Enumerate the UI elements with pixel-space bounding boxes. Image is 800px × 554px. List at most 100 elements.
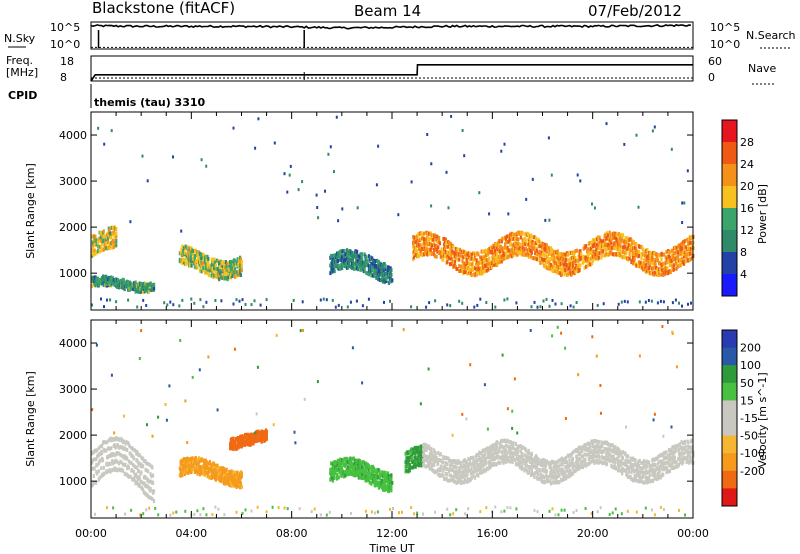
near-range-cell [301, 300, 304, 304]
scatter-cell [390, 484, 393, 489]
scatter-cell [229, 480, 232, 485]
scatter-cell [588, 241, 591, 246]
scatter-cell [626, 454, 630, 459]
scatter-cell [493, 244, 496, 249]
scatter-cell [129, 474, 132, 479]
scatter-cell [458, 460, 461, 465]
scatter-cell [414, 455, 417, 460]
scatter-cell [496, 452, 499, 456]
scatter-cell [571, 456, 574, 461]
scatter-cell [411, 456, 414, 461]
scatter-cell [553, 264, 556, 269]
sparse-cell [361, 381, 364, 385]
scatter-cell [686, 237, 689, 242]
scatter-cell [443, 476, 446, 481]
scatter-cell [329, 477, 332, 482]
scatter-cell [237, 483, 240, 488]
scatter-cell [636, 473, 639, 478]
scatter-cell [458, 247, 462, 252]
scatter-cell [667, 469, 670, 474]
scatter-cell [179, 469, 182, 474]
near-range-cell [139, 513, 142, 517]
scatter-cell [480, 265, 483, 270]
scatter-cell [444, 471, 447, 476]
scatter-cell [195, 258, 198, 263]
scatter-cell [502, 236, 505, 241]
scatter-cell [499, 255, 503, 260]
near-range-cell [349, 300, 352, 304]
scatter-cell [213, 273, 216, 278]
scatter-cell [521, 231, 524, 236]
scatter-cell [227, 472, 230, 477]
scatter-cell [412, 255, 416, 260]
scatter-cell [452, 464, 455, 469]
scatter-cell [204, 266, 207, 271]
near-range-cell [241, 511, 244, 515]
scatter-cell [127, 459, 130, 464]
scatter-cell [127, 465, 130, 470]
near-range-cell [572, 305, 575, 309]
scatter-cell [668, 452, 671, 457]
scatter-cell [612, 458, 615, 463]
scatter-cell [151, 496, 154, 501]
scatter-cell [361, 465, 364, 469]
near-range-cell [154, 506, 157, 510]
scatter-cell [606, 236, 609, 241]
scatter-cell [591, 258, 594, 263]
scatter-cell [550, 253, 554, 258]
scatter-cell [238, 257, 241, 262]
scatter-cell [190, 263, 193, 268]
scatter-cell [456, 247, 459, 252]
scatter-cell [555, 460, 558, 465]
sparse-cell [168, 384, 171, 388]
scatter-cell [672, 257, 675, 262]
scatter-cell [632, 239, 635, 244]
sparse-cell [205, 164, 208, 168]
scatter-cell [147, 289, 151, 294]
near-range-cell [202, 507, 205, 511]
scatter-cell [545, 475, 548, 480]
scatter-cell [370, 481, 373, 486]
sparse-cell [681, 201, 684, 205]
scatter-cell [638, 264, 641, 268]
scatter-cell [102, 465, 105, 470]
scatter-cell [356, 472, 359, 477]
scatter-cell [444, 237, 447, 242]
scatter-cell [365, 255, 368, 260]
sparse-cell [288, 173, 291, 177]
time-tick-label: 00:00 [75, 527, 107, 540]
scatter-cell [486, 258, 489, 263]
scatter-cell [534, 256, 537, 261]
scatter-cell [527, 242, 530, 247]
sparse-cell [637, 205, 640, 209]
scatter-cell [331, 478, 334, 483]
scatter-cell [363, 252, 366, 257]
scatter-cell [382, 485, 385, 490]
near-range-cell [172, 511, 175, 515]
scatter-cell [179, 459, 182, 464]
scatter-cell [683, 239, 686, 244]
scatter-cell [461, 480, 464, 485]
scatter-cell [350, 464, 353, 469]
scatter-cell [428, 237, 431, 242]
scatter-cell [638, 479, 641, 484]
scatter-cell [635, 242, 638, 247]
scatter-cell [405, 456, 408, 461]
sparse-cell [671, 330, 674, 334]
sparse-cell [351, 346, 354, 350]
near-range-cell [422, 512, 425, 516]
scatter-cell [235, 480, 238, 485]
scatter-cell [205, 460, 208, 465]
scatter-cell [601, 444, 604, 449]
scatter-cell [353, 461, 356, 466]
scatter-cell [665, 470, 668, 475]
scatter-cell [219, 479, 222, 483]
scatter-cell [188, 460, 191, 464]
scatter-cell [222, 260, 225, 265]
scatter-cell [681, 242, 684, 247]
scatter-cell [550, 263, 553, 267]
scatter-cell [208, 273, 211, 278]
scatter-cell [347, 264, 350, 268]
scatter-cell [519, 459, 523, 464]
scatter-cell [390, 273, 393, 277]
